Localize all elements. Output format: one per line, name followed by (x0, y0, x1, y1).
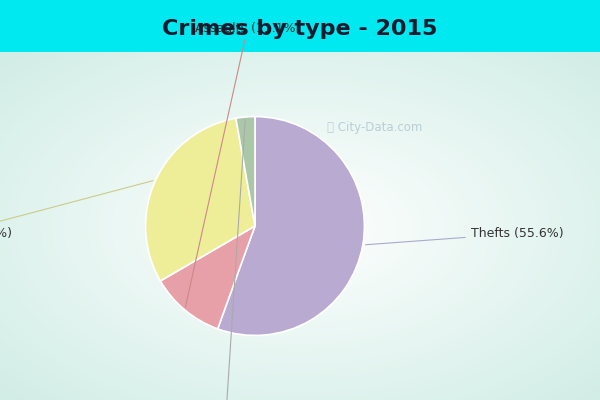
Text: Burglaries (30.6%): Burglaries (30.6%) (0, 181, 153, 240)
Wedge shape (160, 226, 255, 329)
Wedge shape (218, 116, 364, 336)
Text: ⓘ City-Data.com: ⓘ City-Data.com (327, 121, 422, 134)
Text: Assaults (11.1%): Assaults (11.1%) (185, 22, 300, 307)
Wedge shape (236, 116, 255, 226)
Text: Thefts (55.6%): Thefts (55.6%) (365, 227, 563, 245)
Text: Crimes by type - 2015: Crimes by type - 2015 (163, 18, 437, 39)
Wedge shape (146, 118, 255, 281)
Text: Auto thefts (2.8%): Auto thefts (2.8%) (167, 120, 282, 400)
